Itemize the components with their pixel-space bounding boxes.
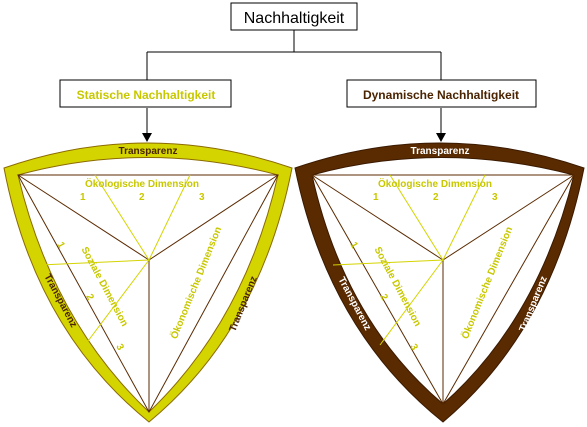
dynamic-left-num-3: 3	[407, 342, 420, 352]
static-center-lines	[17, 174, 279, 412]
static-eco-dim: Ökologische Dimension	[85, 177, 199, 190]
dynamic-center-lines	[311, 174, 575, 404]
static-label: Statische Nachhaltigkeit	[77, 88, 216, 102]
static-left-num-1: 1	[54, 240, 67, 250]
static-label-box: Statische Nachhaltigkeit	[59, 79, 232, 108]
static-top-num-2: 2	[139, 192, 145, 203]
static-top-band-label: Transparenz	[119, 146, 178, 157]
connector-lines	[146, 30, 442, 135]
static-inner-area	[17, 157, 279, 413]
arrow-static	[142, 133, 152, 142]
dynamic-left-num-2: 2	[377, 292, 390, 302]
static-left-num-2: 2	[83, 292, 96, 302]
dynamic-top-band-label: Transparenz	[411, 146, 470, 157]
static-top-num-3: 3	[199, 192, 205, 203]
static-triangle: Transparenz Transparenz Transparenz Ökol…	[3, 142, 293, 423]
static-top-num-1: 1	[80, 192, 86, 203]
dynamic-label-box: Dynamische Nachhaltigkeit	[346, 79, 537, 108]
title-box: Nachhaltigkeit	[230, 2, 358, 31]
title-label: Nachhaltigkeit	[244, 10, 345, 27]
dynamic-eco-dim: Ökologische Dimension	[378, 177, 492, 190]
dynamic-top-num-2: 2	[433, 192, 439, 203]
dynamic-left-num-1: 1	[347, 240, 360, 250]
dynamic-top-num-1: 1	[373, 192, 379, 203]
static-sub-lines	[39, 174, 191, 346]
dynamic-top-num-3: 3	[492, 192, 498, 203]
dynamic-label: Dynamische Nachhaltigkeit	[363, 88, 519, 102]
static-inner-triangle	[17, 174, 279, 414]
dynamic-triangle: Transparenz Transparenz Transparenz Ökol…	[294, 142, 585, 423]
static-left-num-3: 3	[113, 342, 126, 352]
arrow-dynamic	[436, 133, 446, 142]
dynamic-sub-lines	[332, 174, 486, 346]
dynamic-inner-triangle	[311, 174, 575, 406]
